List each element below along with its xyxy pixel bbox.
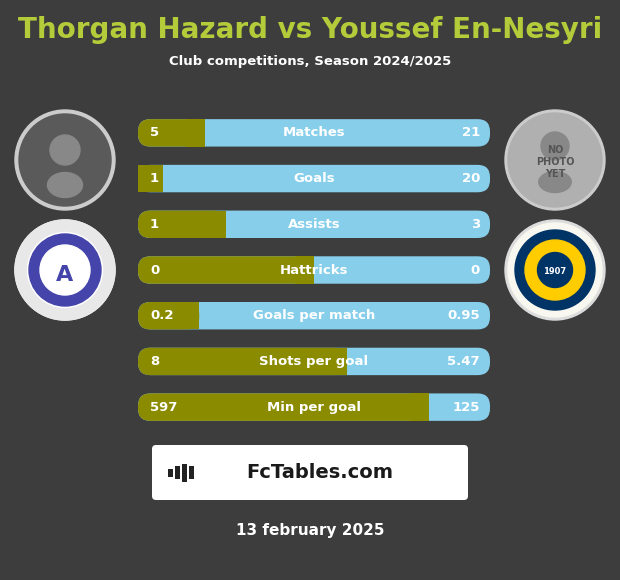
Ellipse shape (539, 172, 571, 193)
Text: Hattricks: Hattricks (280, 263, 348, 277)
Circle shape (541, 132, 569, 160)
FancyBboxPatch shape (138, 348, 347, 375)
Bar (410, 393, 429, 421)
Text: 5.47: 5.47 (448, 355, 480, 368)
Text: FcTables.com: FcTables.com (247, 463, 394, 482)
Circle shape (40, 245, 90, 295)
Text: Min per goal: Min per goal (267, 401, 361, 414)
Text: Club competitions, Season 2024/2025: Club competitions, Season 2024/2025 (169, 56, 451, 68)
Text: 597: 597 (150, 401, 177, 414)
Text: Shots per goal: Shots per goal (259, 355, 368, 368)
Text: 8: 8 (150, 355, 159, 368)
Circle shape (19, 114, 111, 206)
FancyBboxPatch shape (138, 119, 205, 147)
Text: 0: 0 (150, 263, 159, 277)
Ellipse shape (48, 172, 82, 198)
Circle shape (505, 220, 605, 320)
Circle shape (15, 110, 115, 210)
FancyBboxPatch shape (152, 445, 468, 500)
Circle shape (525, 240, 585, 300)
Text: Goals: Goals (293, 172, 335, 185)
Circle shape (508, 113, 602, 207)
Bar (329, 348, 347, 375)
Text: 1907: 1907 (544, 267, 567, 277)
Bar (189, 466, 194, 479)
Text: Assists: Assists (288, 218, 340, 231)
Text: 13 february 2025: 13 february 2025 (236, 523, 384, 538)
FancyBboxPatch shape (138, 256, 490, 284)
Bar (296, 256, 314, 284)
Circle shape (538, 252, 572, 288)
Text: 21: 21 (462, 126, 480, 139)
FancyBboxPatch shape (138, 348, 490, 375)
Circle shape (27, 233, 102, 307)
Text: 125: 125 (453, 401, 480, 414)
Bar (208, 211, 226, 238)
Text: NO
PHOTO
YET: NO PHOTO YET (536, 144, 574, 179)
Bar (187, 119, 205, 147)
FancyBboxPatch shape (138, 302, 490, 329)
FancyBboxPatch shape (138, 302, 199, 329)
Text: Goals per match: Goals per match (253, 309, 375, 322)
Bar (138, 165, 162, 193)
Text: Thorgan Hazard vs Youssef En-Nesyri: Thorgan Hazard vs Youssef En-Nesyri (18, 16, 602, 44)
Text: A: A (56, 265, 74, 285)
Circle shape (505, 110, 605, 210)
Text: 5: 5 (150, 126, 159, 139)
Bar (181, 302, 199, 329)
Circle shape (15, 220, 115, 320)
Circle shape (15, 220, 115, 320)
FancyBboxPatch shape (138, 211, 226, 238)
FancyBboxPatch shape (138, 165, 490, 193)
FancyBboxPatch shape (138, 393, 429, 421)
Text: 20: 20 (462, 172, 480, 185)
FancyBboxPatch shape (138, 256, 314, 284)
Bar (168, 469, 173, 477)
Text: 0.95: 0.95 (448, 309, 480, 322)
FancyBboxPatch shape (138, 211, 490, 238)
Circle shape (19, 224, 111, 316)
Text: 3: 3 (471, 218, 480, 231)
Text: Matches: Matches (283, 126, 345, 139)
FancyBboxPatch shape (138, 119, 490, 147)
FancyBboxPatch shape (138, 393, 490, 421)
Bar (175, 466, 180, 479)
Bar (182, 463, 187, 481)
Text: 0: 0 (471, 263, 480, 277)
Circle shape (29, 234, 101, 306)
Circle shape (515, 230, 595, 310)
Ellipse shape (32, 242, 97, 298)
Text: 1: 1 (150, 172, 159, 185)
Text: 1: 1 (150, 218, 159, 231)
Text: 0.2: 0.2 (150, 309, 174, 322)
Circle shape (508, 223, 602, 317)
Circle shape (50, 135, 80, 165)
